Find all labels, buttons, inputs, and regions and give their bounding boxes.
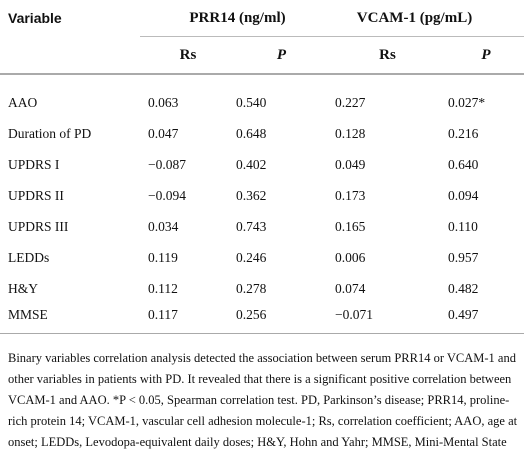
variable-cell: UPDRS III	[8, 218, 69, 234]
table-row: AAO 0.063 0.540 0.227 0.027*	[0, 87, 524, 118]
table-row: UPDRS II −0.094 0.362 0.173 0.094	[0, 180, 524, 211]
table-row: H&Y 0.112 0.278 0.074 0.482	[0, 273, 524, 304]
subheader-cell: Rs	[140, 36, 228, 75]
value-cell: 0.063	[148, 94, 179, 110]
value-cell: 0.094	[448, 187, 479, 203]
value-cell: 0.074	[335, 280, 366, 296]
variable-cell: MMSE	[0, 304, 140, 334]
table-row: UPDRS I −0.087 0.402 0.049 0.640	[0, 149, 524, 180]
value-cell: 0.112	[148, 280, 178, 296]
variable-cell: Duration of PD	[8, 125, 92, 141]
value-cell: −0.071	[327, 304, 440, 334]
value-cell: 0.497	[440, 304, 524, 334]
value-cell: −0.094	[148, 187, 186, 203]
value-cell: 0.216	[448, 125, 479, 141]
value-cell: 0.482	[448, 280, 479, 296]
variable-cell: AAO	[8, 94, 38, 110]
value-cell: 0.278	[236, 280, 267, 296]
subheader-cell: P	[228, 36, 327, 75]
value-cell: 0.006	[335, 249, 366, 265]
header-cell: PRR14 (ng/ml)	[140, 0, 327, 37]
value-cell: 0.047	[148, 125, 179, 141]
value-cell: 0.256	[228, 304, 327, 334]
value-cell: 0.648	[236, 125, 267, 141]
variable-cell: H&Y	[8, 280, 38, 296]
subheader-cell: P	[440, 36, 524, 75]
value-cell: 0.165	[335, 218, 366, 234]
value-cell: 0.119	[148, 249, 178, 265]
value-cell: 0.362	[236, 187, 267, 203]
value-cell: 0.034	[148, 218, 179, 234]
value-cell: 0.027*	[448, 94, 486, 110]
value-cell: 0.110	[448, 218, 478, 234]
table-row: Duration of PD 0.047 0.648 0.128 0.216	[0, 118, 524, 149]
correlation-table: Variable PRR14 (ng/ml) VCAM-1 (pg/mL) Rs…	[0, 0, 524, 334]
value-cell: 0.540	[236, 94, 267, 110]
variable-cell: LEDDs	[8, 249, 50, 265]
footnote: Binary variables correlation analysis de…	[8, 351, 518, 458]
value-cell: 0.128	[335, 125, 366, 141]
value-cell: 0.640	[448, 156, 479, 172]
value-cell: 0.173	[335, 187, 366, 203]
subheader-cell: Rs	[327, 36, 440, 75]
value-cell: 0.227	[335, 94, 366, 110]
value-cell: 0.117	[140, 304, 228, 334]
value-cell: 0.957	[448, 249, 479, 265]
table-row: MMSE 0.117 0.256 −0.071 0.497	[0, 304, 524, 334]
value-cell: 0.246	[236, 249, 267, 265]
table-row: UPDRS III 0.034 0.743 0.165 0.110	[0, 211, 524, 242]
value-cell: 0.402	[236, 156, 267, 172]
value-cell: −0.087	[148, 156, 186, 172]
table-row: LEDDs 0.119 0.246 0.006 0.957	[0, 242, 524, 273]
variable-cell: UPDRS II	[8, 187, 64, 203]
header-cell: VCAM-1 (pg/mL)	[327, 0, 524, 37]
header-cell: Variable	[8, 10, 62, 27]
value-cell: 0.743	[236, 218, 267, 234]
value-cell: 0.049	[335, 156, 366, 172]
variable-cell: UPDRS I	[8, 156, 60, 172]
